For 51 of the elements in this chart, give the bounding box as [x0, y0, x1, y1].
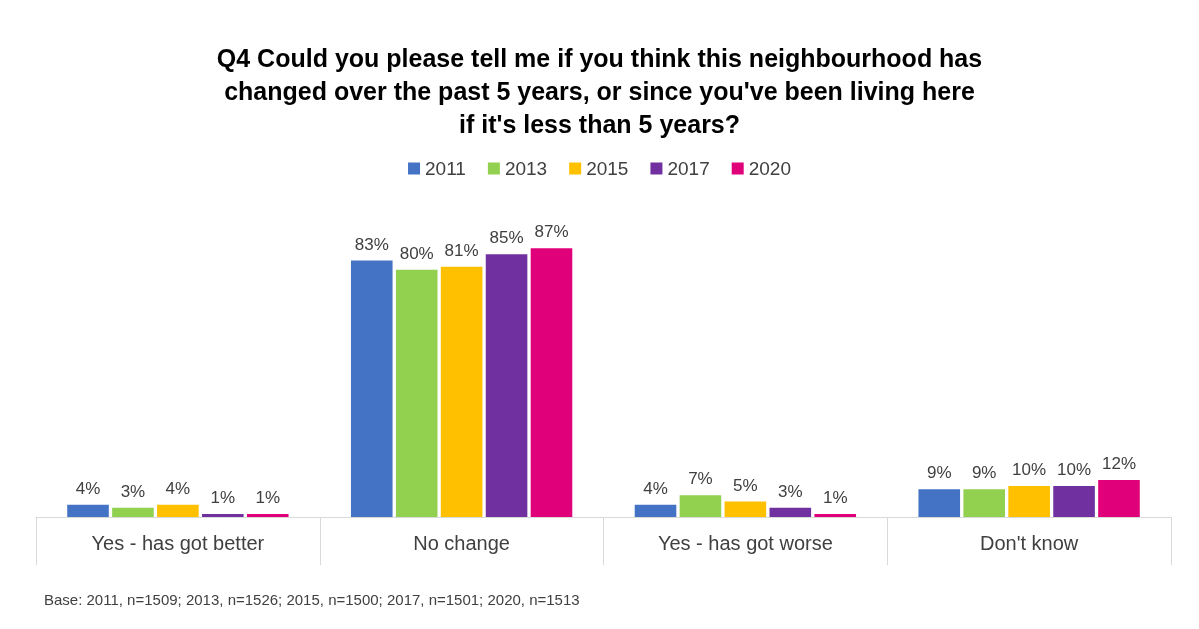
data-label: 3%	[778, 481, 803, 501]
bar	[157, 504, 199, 517]
data-label: 9%	[926, 463, 952, 483]
legend-label: 2011	[425, 158, 466, 179]
bar	[1053, 486, 1095, 517]
data-label: 83%	[354, 234, 389, 254]
x-tick-label: Yes - has got better	[91, 532, 265, 554]
data-label: 1%	[255, 487, 281, 507]
bar	[679, 495, 722, 517]
legend-label: 2013	[504, 158, 548, 179]
x-tick-label: Don't know	[979, 532, 1079, 554]
bar	[67, 504, 109, 517]
data-label: 10%	[1057, 460, 1092, 480]
data-label: 1%	[822, 487, 848, 507]
bar	[814, 513, 857, 517]
bar	[724, 501, 767, 517]
bar	[112, 507, 154, 517]
bar	[1008, 486, 1050, 517]
data-label: 85%	[489, 228, 524, 248]
data-label: 5%	[733, 475, 758, 495]
legend-label: 2015	[586, 158, 629, 179]
data-label: 3%	[120, 481, 146, 501]
data-label: 4%	[643, 478, 668, 498]
data-label: 4%	[165, 478, 191, 498]
bar	[485, 254, 528, 517]
chart-title: Q4 Could you please tell me if you think this neighbourhood has changed over the past 5 years, or since you've been living here if it's less than 5 years?	[216, 43, 983, 138]
data-label: 9%	[971, 463, 997, 483]
bar	[769, 507, 812, 517]
data-label: 10%	[1012, 460, 1047, 480]
x-tick-label: Yes - has got worse	[657, 532, 833, 554]
data-label: 12%	[1101, 453, 1136, 473]
bar	[634, 504, 677, 517]
data-label: 7%	[688, 469, 713, 489]
data-label: 4%	[75, 478, 101, 498]
bar	[246, 513, 289, 517]
bar	[440, 266, 483, 517]
bar	[530, 248, 573, 517]
bar	[395, 269, 438, 517]
bar	[1098, 479, 1140, 517]
data-label: 1%	[210, 487, 236, 507]
bar	[963, 489, 1005, 517]
legend-label: 2020	[748, 158, 791, 179]
bar	[918, 489, 961, 517]
data-label: 80%	[399, 243, 434, 263]
legend-label: 2017	[667, 158, 710, 179]
data-label: 81%	[444, 240, 479, 260]
bar	[350, 260, 393, 517]
data-label: 87%	[534, 222, 569, 242]
text: Base: 2011, n=1509; 2013, n=1526; 2015, n=1500; 2017, n=1501; 2020, n=1513	[44, 591, 580, 608]
bar	[202, 513, 244, 517]
x-tick-label: No change	[413, 532, 510, 554]
